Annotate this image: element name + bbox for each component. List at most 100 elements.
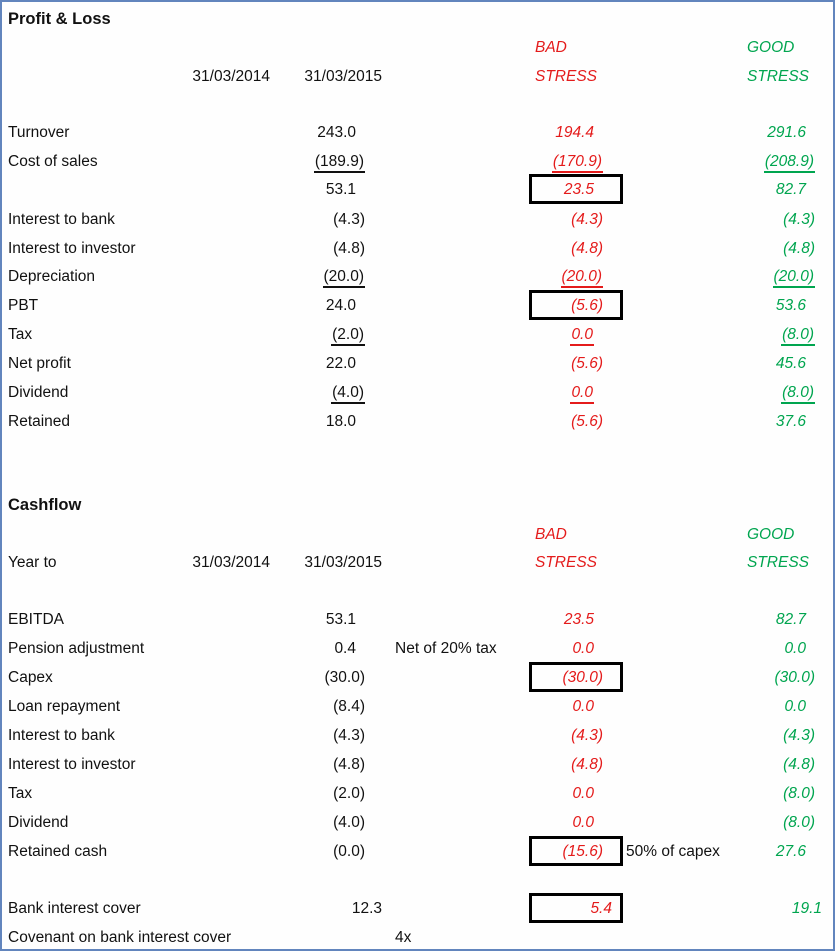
value-good-stress: 37.6 — [775, 413, 806, 430]
value-2015: 18.0 — [325, 413, 356, 430]
row-label: Interest to investor — [8, 756, 136, 773]
good-stress-header-line1: GOOD — [747, 39, 795, 56]
value-bad-stress: (5.6) — [571, 355, 603, 372]
row-label: Interest to bank — [8, 211, 115, 228]
highlight-box — [529, 174, 623, 204]
value-bad-stress: 5.4 — [590, 900, 612, 917]
table-row-pension-adjustment: Pension adjustment 0.4 Net of 20% tax 0.… — [2, 634, 833, 663]
year-to-label: Year to — [8, 554, 57, 571]
table-row-gross-profit: 53.1 23.5 82.7 — [2, 174, 833, 204]
row-label: Cost of sales — [8, 153, 98, 170]
value-2015: (4.3) — [333, 211, 365, 228]
row-label: Tax — [8, 785, 33, 802]
underlined-value: (2.0) — [331, 325, 365, 346]
value-2015: 24.0 — [325, 297, 356, 314]
value-bad-stress: (15.6) — [562, 843, 604, 860]
table-row-turnover: Turnover 243.0 194.4 291.6 — [2, 118, 833, 147]
underlined-value: (8.0) — [781, 383, 815, 404]
underlined-value: 0.0 — [570, 325, 594, 346]
table-row-interest-to-bank: Interest to bank (4.3) (4.3) (4.3) — [2, 205, 833, 234]
covenant-value: 4x — [395, 929, 412, 946]
table-row-dividend: Dividend (4.0) 0.0 (8.0) — [2, 808, 833, 837]
table-row-capex: Capex (30.0) (30.0) (30.0) — [2, 662, 833, 692]
note-text: Net of 20% tax — [395, 640, 497, 657]
date-header-2015: 31/03/2015 — [304, 554, 382, 571]
table-row-pbt: PBT 24.0 (5.6) 53.6 — [2, 290, 833, 320]
value-good-stress: 82.7 — [775, 181, 806, 198]
underlined-value: 0.0 — [570, 383, 594, 404]
value-2015: (4.8) — [333, 240, 365, 257]
good-stress-header-line2: STRESS — [747, 68, 810, 85]
highlight-box — [529, 836, 623, 866]
date-header-2014: 31/03/2014 — [192, 68, 270, 85]
date-header-2015: 31/03/2015 — [304, 68, 382, 85]
date-header-2014: 31/03/2014 — [192, 554, 270, 571]
value-bad-stress: 194.4 — [555, 124, 594, 141]
table-row-loan-repayment: Loan repayment (8.4) 0.0 0.0 — [2, 692, 833, 721]
table-row-depreciation: Depreciation (20.0) (20.0) (20.0) — [2, 262, 833, 291]
value-good-stress: (208.9) — [695, 147, 815, 176]
value-2015: 0.4 — [334, 640, 356, 657]
value-2015: 53.1 — [325, 611, 356, 628]
value-bad-stress: (5.6) — [571, 413, 603, 430]
value-good-stress: (4.3) — [783, 211, 815, 228]
value-good-stress: 27.6 — [775, 843, 806, 860]
value-2015: (8.4) — [333, 698, 365, 715]
row-label: Retained — [8, 413, 71, 430]
table-row-tax: Tax (2.0) 0.0 (8.0) — [2, 320, 833, 349]
value-2015: (2.0) — [225, 320, 365, 349]
value-good-stress: 53.6 — [775, 297, 806, 314]
value-good-stress: (8.0) — [783, 814, 815, 831]
table-row-dividend: Dividend (4.0) 0.0 (8.0) — [2, 378, 833, 407]
value-2015: (4.8) — [333, 756, 365, 773]
value-2015: 243.0 — [317, 124, 356, 141]
value-bad-stress: (4.8) — [571, 756, 603, 773]
value-good-stress: 45.6 — [775, 355, 806, 372]
value-2015: 53.1 — [325, 181, 356, 198]
value-2015: (4.0) — [225, 378, 365, 407]
value-good-stress: 19.1 — [791, 900, 822, 917]
value-bad-stress: 0.0 — [483, 378, 603, 407]
cf-stress-header-row1: BAD GOOD — [2, 520, 833, 549]
value-good-stress: 0.0 — [784, 640, 806, 657]
underlined-value: (8.0) — [781, 325, 815, 346]
row-label: PBT — [8, 297, 39, 314]
table-row-interest-to-bank: Interest to bank (4.3) (4.3) (4.3) — [2, 721, 833, 750]
cf-column-header-row: Year to 31/03/2014 31/03/2015 STRESS STR… — [2, 548, 833, 577]
highlight-box — [529, 290, 623, 320]
table-row-net-profit: Net profit 22.0 (5.6) 45.6 — [2, 349, 833, 378]
underlined-value: (208.9) — [763, 152, 815, 173]
value-2015: (189.9) — [225, 147, 365, 176]
cf-section-header-row: Cashflow — [2, 491, 833, 520]
row-label: Depreciation — [8, 268, 96, 285]
value-good-stress: 291.6 — [767, 124, 806, 141]
highlight-box — [529, 662, 623, 692]
row-label: Covenant on bank interest cover — [8, 929, 232, 946]
value-2015: (20.0) — [225, 262, 365, 291]
row-label: EBITDA — [8, 611, 64, 628]
value-2015: (4.3) — [333, 727, 365, 744]
value-2015: (2.0) — [333, 785, 365, 802]
note-text: 50% of capex — [626, 843, 720, 860]
value-bad-stress: 23.5 — [563, 181, 594, 198]
value-good-stress: (8.0) — [695, 378, 815, 407]
value-bad-stress: (170.9) — [483, 147, 603, 176]
value-bad-stress: (5.6) — [571, 297, 603, 314]
value-bad-stress: 23.5 — [563, 611, 594, 628]
table-row-bank-interest-cover: Bank interest cover 12.3 5.4 19.1 — [2, 893, 833, 923]
value-2015: (4.0) — [333, 814, 365, 831]
table-row-interest-to-investor: Interest to investor (4.8) (4.8) (4.8) — [2, 750, 833, 779]
row-label: Interest to bank — [8, 727, 115, 744]
row-label: Interest to investor — [8, 240, 136, 257]
underlined-value: (170.9) — [551, 152, 603, 173]
value-bad-stress: 0.0 — [572, 814, 594, 831]
value-bad-stress: 0.0 — [572, 785, 594, 802]
value-good-stress: (20.0) — [695, 262, 815, 291]
underlined-value: (189.9) — [313, 152, 365, 173]
value-bad-stress: (20.0) — [483, 262, 603, 291]
table-row-interest-to-investor: Interest to investor (4.8) (4.8) (4.8) — [2, 234, 833, 263]
value-bad-stress: (4.8) — [571, 240, 603, 257]
value-2015: 22.0 — [325, 355, 356, 372]
underlined-value: (20.0) — [322, 267, 365, 288]
